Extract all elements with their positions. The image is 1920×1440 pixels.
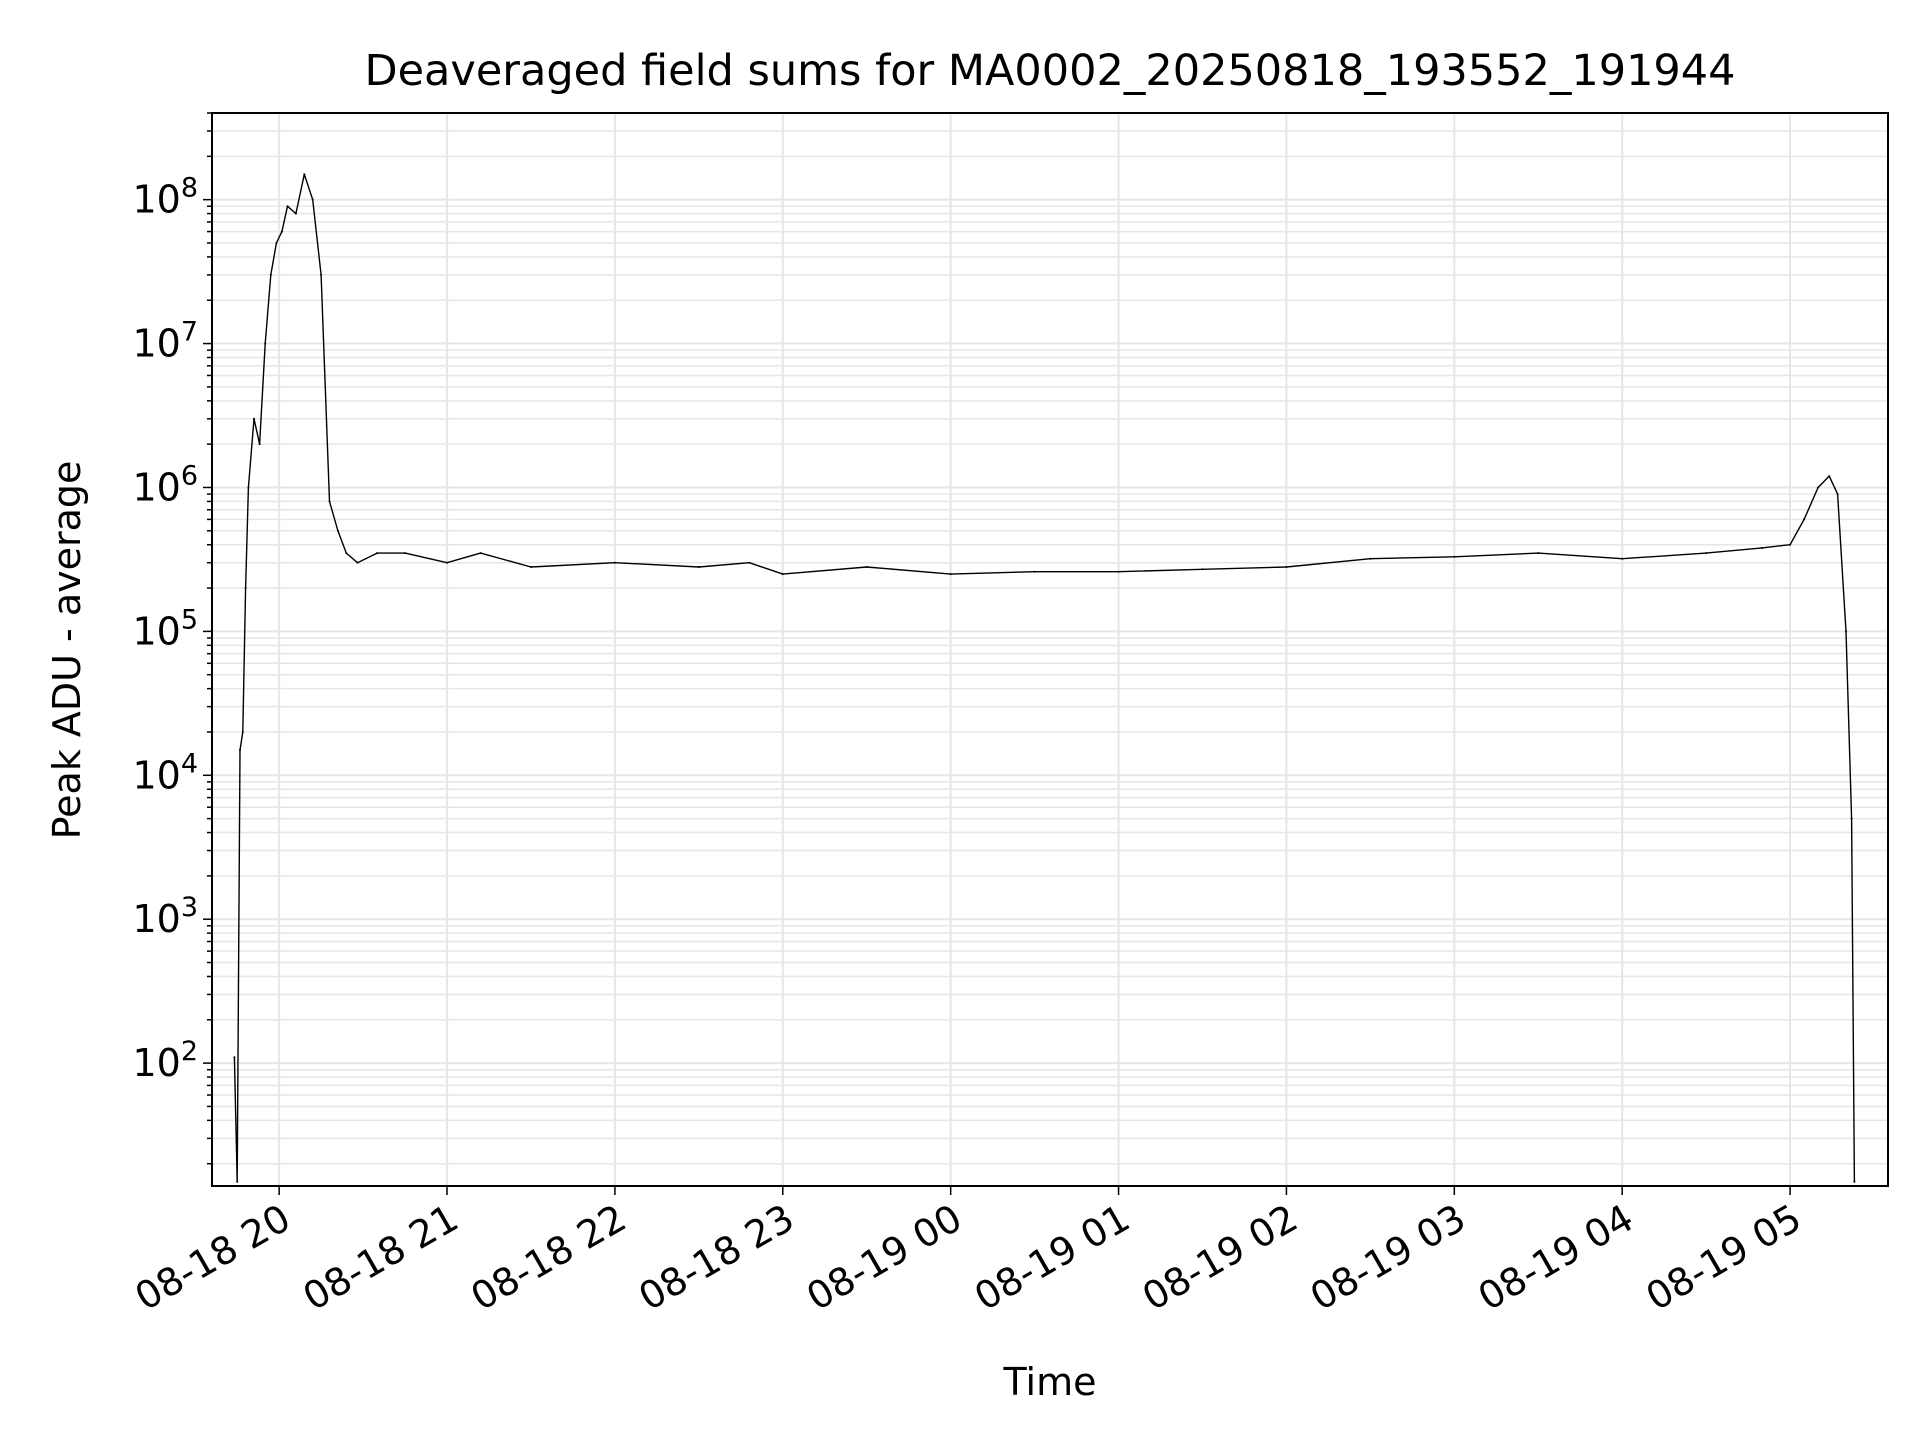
y-tick-exponent: 8 [181,173,198,204]
data-point [376,552,379,555]
data-point [356,561,359,564]
data-point [247,486,250,489]
data-point [275,242,278,244]
y-tick-text: 102 [132,1036,198,1085]
data-point [781,573,784,576]
data-point [479,552,482,555]
data-point [1817,486,1820,489]
y-tick-base: 10 [132,322,180,366]
data-point [241,731,244,733]
y-tick-text: 105 [132,604,198,653]
data-point [328,500,331,503]
data-point [1828,475,1831,478]
data-point [1369,557,1372,560]
data-point [1850,817,1853,820]
data-point [404,552,407,555]
data-point [748,561,751,564]
data-point [613,561,616,564]
plot-frame [211,112,1889,1187]
data-point [303,173,306,176]
y-axis-label: Peak ADU - average [45,461,89,840]
data-point [1789,543,1792,546]
data-point [1803,518,1806,521]
data-point [1853,1180,1856,1183]
data-point [1033,570,1036,573]
y-tick-base: 10 [132,178,180,222]
data-point [264,342,267,345]
data-point [1537,552,1540,555]
y-tick-text: 108 [132,173,198,222]
y-tick-base: 10 [132,465,180,509]
x-axis-label: Time [1003,1360,1097,1404]
data-point [1845,630,1847,633]
data-point [1836,493,1839,496]
data-point [1117,570,1120,573]
y-tick-text: 107 [132,317,198,366]
y-tick-exponent: 2 [181,1036,198,1067]
data-point [1453,555,1456,558]
y-tick-exponent: 5 [181,604,198,635]
y-tick-exponent: 6 [181,460,198,491]
y-tick-text: 103 [132,892,198,941]
data-point [233,1056,236,1059]
data-point [865,566,868,568]
data-point [530,566,532,568]
series-layer [233,173,1856,1183]
series-line [233,173,1856,1183]
data-point [949,573,952,576]
data-point [253,417,255,420]
data-point [269,273,272,276]
y-tick-base: 10 [132,753,180,797]
data-point [311,198,314,201]
data-point [258,443,261,446]
grid [212,112,1888,1186]
y-tick-exponent: 7 [181,317,198,348]
data-point [294,212,297,215]
data-point [236,1180,239,1183]
data-point [244,587,247,590]
y-tick-label: 103 [132,892,198,941]
y-tick-label: 102 [132,1036,198,1085]
y-tick-label: 106 [132,460,198,509]
data-point [1621,557,1624,560]
y-tick-label: 107 [132,317,198,366]
data-point [280,230,283,233]
y-tick-base: 10 [132,897,180,941]
data-point [336,529,339,532]
y-tick-label: 108 [132,173,198,222]
data-point [1201,568,1204,571]
y-tick-exponent: 4 [181,748,198,779]
data-point [345,552,348,555]
y-tick-label: 104 [132,748,198,797]
data-point [697,566,700,568]
data-point [1705,552,1708,555]
chart-title: Deaveraged field sums for MA0002_2025081… [364,46,1735,96]
data-point [286,205,289,208]
data-point [1761,546,1764,549]
data-point [446,561,448,564]
y-tick-text: 106 [132,460,198,509]
data-point [239,749,241,751]
y-tick-label: 105 [132,604,198,653]
y-tick-text: 104 [132,748,198,797]
y-tick-base: 10 [132,1041,180,1085]
data-point [320,273,323,276]
data-point [1285,566,1288,568]
y-tick-exponent: 3 [181,892,198,923]
y-tick-base: 10 [132,609,180,653]
